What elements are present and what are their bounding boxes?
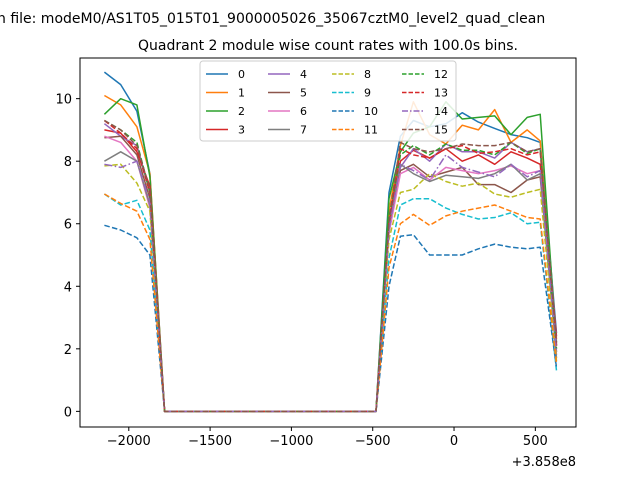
legend-label-11: 11 xyxy=(364,124,378,137)
y-tick-label: 8 xyxy=(64,155,72,170)
x-tick-label: 0 xyxy=(450,434,458,449)
legend-label-13: 13 xyxy=(434,87,448,100)
series-line-7 xyxy=(104,151,558,413)
series-line-9 xyxy=(103,193,558,413)
legend-label-10: 10 xyxy=(364,105,378,118)
legend-label-14: 14 xyxy=(434,105,448,118)
x-tick-label: −2000 xyxy=(107,434,151,449)
y-tick-label: 0 xyxy=(64,405,72,420)
y-tick-label: 4 xyxy=(64,280,72,295)
series-line-10 xyxy=(104,224,558,413)
legend-label-6: 6 xyxy=(300,105,307,118)
legend-label-2: 2 xyxy=(238,105,245,118)
chart-title: Quadrant 2 module wise count rates with … xyxy=(138,38,518,54)
figure-suptitle: n file: modeM0/AS1T05_015T01_9000005026_… xyxy=(0,11,545,27)
series-line-15 xyxy=(104,119,558,413)
series-line-12 xyxy=(104,119,558,413)
legend-label-8: 8 xyxy=(364,68,371,81)
series-line-1 xyxy=(104,94,558,413)
plot-lines xyxy=(103,71,558,413)
series-line-4 xyxy=(103,123,558,413)
series-line-6 xyxy=(104,135,558,413)
x-axis-offset-label: +3.858e8 xyxy=(512,455,576,470)
x-axis: −2000 −1500 −1000 −500 0 500 xyxy=(107,427,548,449)
legend-label-3: 3 xyxy=(238,124,245,137)
legend-label-4: 4 xyxy=(300,68,307,81)
legend-label-1: 1 xyxy=(238,87,245,100)
legend-frame xyxy=(199,60,457,142)
y-tick-label: 2 xyxy=(64,343,72,358)
legend-label-12: 12 xyxy=(434,68,448,81)
series-line-14 xyxy=(104,154,558,413)
plot-area-frame xyxy=(79,57,577,428)
x-tick-label: −1000 xyxy=(269,434,313,449)
legend-label-5: 5 xyxy=(300,87,307,100)
legend-label-7: 7 xyxy=(300,124,307,137)
y-axis: 0 2 4 6 8 10 xyxy=(55,93,80,420)
x-tick-label: −500 xyxy=(355,434,391,449)
x-tick-label: −1500 xyxy=(188,434,232,449)
series-line-13 xyxy=(103,119,558,413)
y-tick-label: 6 xyxy=(64,218,72,233)
x-tick-label: 500 xyxy=(523,434,548,449)
legend-label-0: 0 xyxy=(238,68,245,81)
series-line-5 xyxy=(104,135,558,413)
series-line-11 xyxy=(104,193,558,413)
y-tick-label: 10 xyxy=(55,93,72,108)
series-line-8 xyxy=(104,163,558,413)
legend-label-15: 15 xyxy=(434,124,448,137)
legend-label-9: 9 xyxy=(364,87,371,100)
